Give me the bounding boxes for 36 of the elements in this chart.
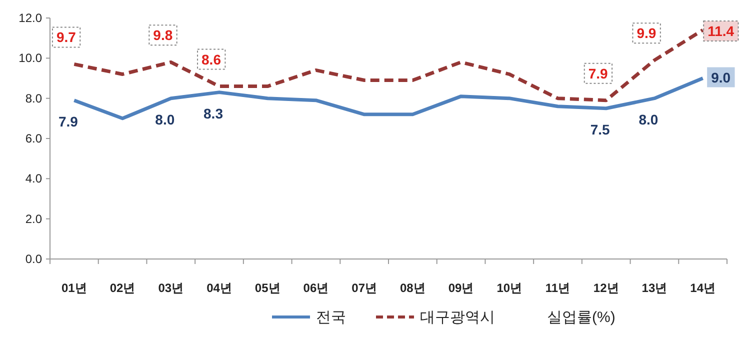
legend-label: 전국	[316, 309, 346, 326]
y-tick-label: 6.0	[25, 132, 42, 146]
x-tick-label: 04년	[206, 281, 232, 295]
x-tick-label: 14년	[690, 281, 716, 295]
x-tick-label: 06년	[303, 281, 329, 295]
data-label: 11.4	[708, 23, 734, 40]
x-tick-label: 07년	[352, 281, 377, 295]
y-tick-label: 12.0	[18, 11, 42, 25]
x-tick-label: 03년	[158, 281, 184, 295]
y-tick-label: 10.0	[18, 51, 42, 66]
x-tick-label: 10년	[496, 281, 522, 295]
data-label: 7.5	[590, 121, 610, 138]
x-tick-label: 01년	[62, 281, 87, 295]
legend-label: 대구광역시	[420, 309, 495, 326]
y-tick-label: 8.0	[25, 91, 42, 106]
data-label: 9.0	[711, 69, 731, 86]
x-tick-label: 08년	[400, 281, 426, 295]
x-tick-label: 05년	[254, 281, 280, 295]
data-label: 7.9	[588, 65, 608, 82]
x-tick-label: 11년	[545, 281, 570, 295]
y-tick-label: 0.0	[25, 252, 42, 266]
data-label: 8.3	[204, 105, 224, 122]
text: 실업률(%)	[547, 309, 616, 326]
data-label: 8.0	[155, 111, 175, 128]
data-label: 8.0	[638, 111, 658, 128]
data-label: 7.9	[58, 113, 78, 130]
x-tick-label: 12년	[593, 281, 619, 295]
data-label: 9.7	[56, 29, 76, 46]
y-tick-label: 4.0	[25, 172, 42, 186]
data-label: 9.8	[153, 27, 173, 44]
x-tick-label: 09년	[448, 281, 474, 295]
data-label: 9.9	[636, 25, 656, 42]
data-label: 8.6	[202, 51, 222, 68]
y-tick-label: 2.0	[25, 212, 42, 226]
x-tick-label: 13년	[642, 281, 668, 295]
x-tick-label: 02년	[110, 281, 136, 295]
